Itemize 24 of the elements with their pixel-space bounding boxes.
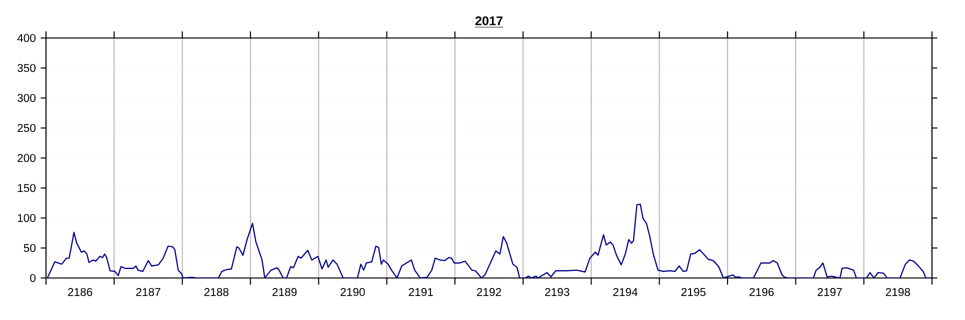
y-tick-label: 150: [18, 184, 36, 192]
chart-title: 2017: [475, 16, 503, 26]
x-tick-label: 2196: [750, 288, 774, 296]
y-tick-label: 350: [18, 64, 36, 72]
y-tick-label: 0: [30, 274, 36, 282]
y-tick-label: 100: [18, 214, 36, 222]
x-tick-label: 2191: [408, 288, 433, 296]
x-tick-label: 2187: [136, 288, 160, 296]
x-tick-label: 2186: [68, 288, 92, 296]
x-tick-label: 2193: [545, 288, 570, 296]
x-tick-label: 2195: [681, 288, 706, 296]
x-tick-label: 2194: [613, 288, 638, 296]
line-series: [46, 204, 932, 278]
x-tick-label: 2197: [818, 288, 842, 296]
x-tick-label: 2189: [272, 288, 297, 296]
y-tick-label: 200: [18, 154, 36, 162]
x-tick-label: 2190: [340, 288, 365, 296]
x-tick-label: 2198: [886, 288, 910, 296]
y-tick-label: 300: [18, 94, 36, 102]
y-tick-label: 50: [24, 244, 36, 252]
x-tick-label: 2188: [204, 288, 229, 296]
x-tick-label: 2192: [476, 288, 502, 296]
y-tick-label: 250: [18, 124, 36, 132]
y-tick-label: 400: [17, 34, 36, 42]
